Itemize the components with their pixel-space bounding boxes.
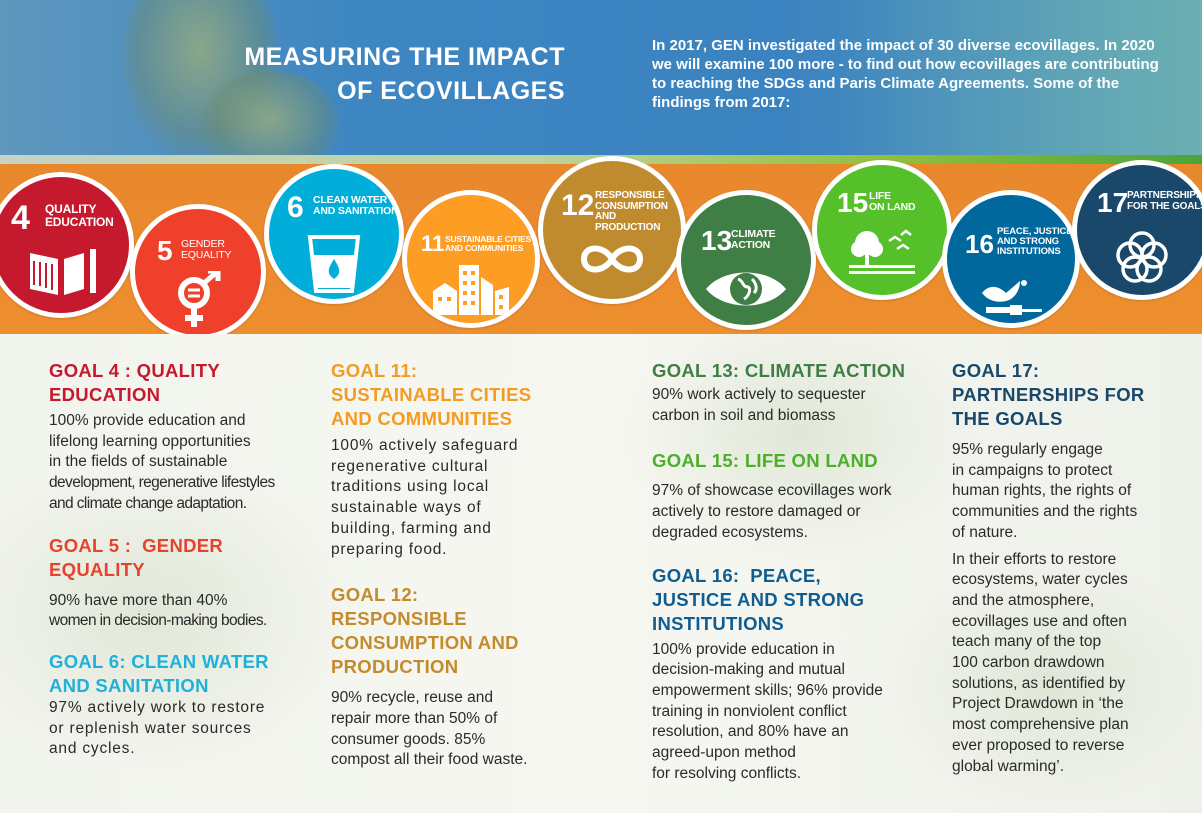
goal-15-text: 97% of showcase ecovillages work activel… (652, 482, 892, 541)
sdg-label: RESPONSIBLE CONSUMPTION AND PRODUCTION (595, 190, 668, 233)
sdg-11-badge: 11 SUSTAINABLE CITIES AND COMMUNITIES (402, 190, 540, 328)
sdg-15-badge: 15 LIFE ON LAND (812, 160, 952, 300)
sdg-number: 11 (421, 231, 445, 256)
gender-symbol-icon (178, 271, 221, 327)
sdg-icon-band: 4 QUALITY EDUCATION 5 GENDER EQUALITY 6 CL… (0, 156, 1202, 340)
infinity-icon (580, 245, 644, 273)
goal-11-section: GOAL 11: SUSTAINABLE CITIES AND COMMUNITIE… (331, 359, 591, 560)
goal-15-heading: GOAL 15: LIFE ON LAND (652, 450, 878, 472)
buildings-icon (433, 265, 509, 315)
goal-17-section: GOAL 17: PARTNERSHIPS FOR THE GOALS 95% re… (952, 359, 1197, 777)
sdg-number: 15 (837, 187, 869, 218)
dove-gavel-icon (982, 280, 1042, 315)
column-4: GOAL 17: PARTNERSHIPS FOR THE GOALS 95% re… (952, 359, 1197, 777)
column-3: GOAL 13: CLIMATE ACTION 90% work activel… (652, 359, 937, 784)
goal-17-text: 95% regularly engage in campaigns to pro… (952, 441, 1138, 541)
sdg-label: CLEAN WATER AND SANITATION (313, 194, 399, 218)
column-2: GOAL 11: SUSTAINABLE CITIES AND COMMUNITIE… (331, 359, 591, 771)
goal-5-section: GOAL 5 : GENDER EQUALITY 90% have more th… (49, 534, 314, 632)
goal-12-section: GOAL 12: RESPONSIBLE CONSUMPTION AND PRODUC… (331, 583, 591, 771)
sdg-number: 6 (287, 191, 304, 224)
goal-16-section: GOAL 16: PEACE, JUSTICE AND STRONG INSTITU… (652, 564, 937, 785)
goal-5-heading: GOAL 5 : GENDER EQUALITY (49, 534, 224, 580)
sdg-number: 13 (701, 225, 733, 256)
rings-icon (1116, 231, 1168, 283)
goal-17-heading: GOAL 17: PARTNERSHIPS FOR THE GOALS (952, 360, 1145, 429)
column-1: GOAL 4 : QUALITY EDUCATION 100% provide e… (49, 359, 314, 760)
sdg-number: 5 (157, 235, 173, 266)
sdg-label: LIFE ON LAND (869, 190, 916, 214)
title-line-2: OF ECOVILLAGES (337, 77, 565, 105)
eye-globe-icon (706, 272, 786, 306)
title-line-1: MEASURING THE IMPACT (244, 43, 565, 71)
sdg-label: PEACE, JUSTICE AND STRONG INSTITUTIONS (997, 226, 1073, 257)
goal-12-heading: GOAL 12: RESPONSIBLE CONSUMPTION AND PRODUC… (331, 584, 519, 678)
goal-13-heading: GOAL 13: CLIMATE ACTION (652, 360, 906, 381)
sdg-6-badge: 6 CLEAN WATER AND SANITATION (264, 164, 404, 304)
sdg-4-badge: 4 QUALITY EDUCATION (0, 172, 134, 318)
book-icon (30, 249, 96, 295)
goal-6-heading: GOAL 6: CLEAN WATER AND SANITATION (49, 650, 269, 696)
goal-15-section: GOAL 15: LIFE ON LAND 97% of showcase ec… (652, 449, 937, 543)
intro-text: In 2017, GEN investigated the impact of … (652, 37, 1159, 111)
sdg-label: GENDER EQUALITY (181, 238, 232, 262)
water-glass-icon (307, 235, 361, 293)
sdg-17-badge: 17 PARTNERSHIPS FOR THE GOALS (1072, 160, 1202, 300)
goal-4-section: GOAL 4 : QUALITY EDUCATION 100% provide e… (49, 359, 314, 515)
goal-13-section: GOAL 13: CLIMATE ACTION 90% work activel… (652, 359, 937, 426)
sdg-12-badge: 12 RESPONSIBLE CONSUMPTION AND PRODUCTION (538, 156, 686, 304)
sdg-number: 16 (965, 229, 994, 259)
goal-11-text: 100% actively safeguard regenerative cul… (331, 437, 519, 558)
header-banner: MEASURING THE IMPACT OF ECOVILLAGES In 2… (0, 0, 1202, 155)
goal-4-heading: GOAL 4 : QUALITY EDUCATION (49, 360, 220, 405)
goal-16-heading: GOAL 16: PEACE, JUSTICE AND STRONG INSTITU… (652, 564, 865, 634)
sdg-label: SUSTAINABLE CITIES AND COMMUNITIES (445, 234, 531, 253)
sdg-5-badge: 5 GENDER EQUALITY (130, 204, 266, 340)
goal-17-text-2: In their efforts to restore ecosystems, … (952, 550, 1129, 775)
goal-6-text: 97% actively work to restore or replenis… (49, 698, 266, 758)
goal-12-text: 90% recycle, reuse and repair more than … (331, 689, 528, 769)
goal-11-heading: GOAL 11: SUSTAINABLE CITIES AND COMMUNITIE… (331, 360, 532, 429)
sdg-16-badge: 16 PEACE, JUSTICE AND STRONG INSTITUTIONS (942, 190, 1080, 328)
sdg-label: QUALITY EDUCATION (45, 202, 114, 229)
sdg-number: 17 (1097, 187, 1129, 218)
sdg-number: 4 (11, 199, 30, 237)
goal-6-section: GOAL 6: CLEAN WATER AND SANITATION 97% ac… (49, 650, 314, 760)
goal-16-text: 100% provide education in decision-makin… (652, 640, 883, 782)
goals-content: GOAL 4 : QUALITY EDUCATION 100% provide e… (0, 334, 1202, 813)
goal-13-text: 90% work actively to sequester carbon in… (652, 386, 866, 424)
tree-birds-icon (849, 229, 915, 274)
page-title: MEASURING THE IMPACT OF ECOVILLAGES (200, 40, 565, 108)
goal-4-text: 100% provide education and lifelong lear… (49, 412, 275, 512)
goal-5-text: 90% have more than 40% women in decision… (49, 591, 267, 630)
sdg-number: 12 (561, 189, 595, 222)
sdg-label: CLIMATE ACTION (731, 228, 776, 252)
sdg-label: PARTNERSHIPS FOR THE GOALS (1127, 190, 1202, 212)
sdg-13-badge: 13 CLIMATE ACTION (676, 190, 816, 330)
